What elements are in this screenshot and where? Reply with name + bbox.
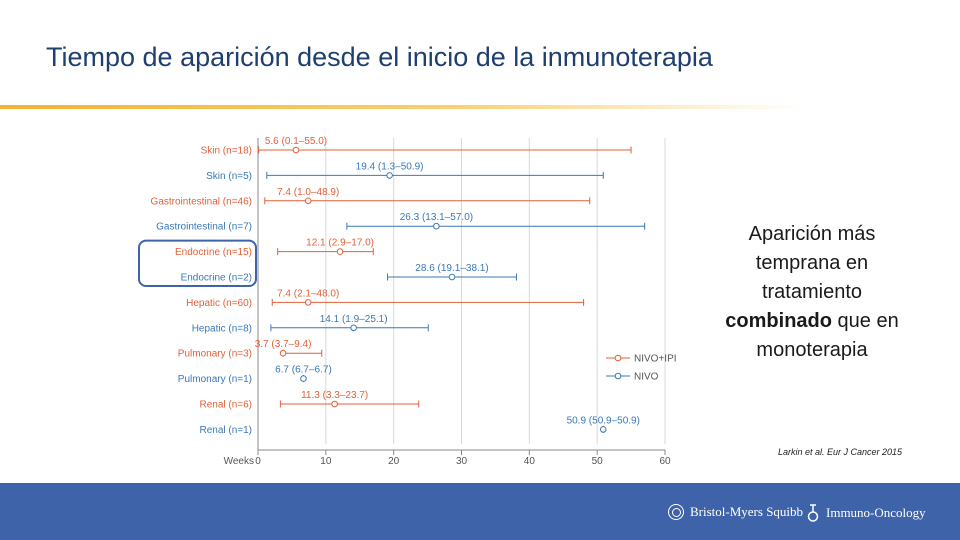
median-marker — [336, 248, 344, 255]
median-marker — [279, 349, 287, 357]
median-marker — [300, 375, 307, 382]
data-label: 50.9 (50.9–50.9) — [567, 415, 640, 426]
data-label: 12.1 (2.9–17.0) — [306, 238, 374, 249]
endocrine-highlight-box — [138, 239, 257, 288]
x-tick-label-40: 40 — [524, 456, 536, 467]
median-marker — [304, 197, 312, 205]
data-label: 11.3 (3.3–23.7) — [301, 390, 368, 401]
x-tick-label-60: 60 — [659, 456, 671, 467]
median-marker — [292, 146, 300, 154]
legend-label: NIVO+IPI — [634, 354, 677, 365]
row-label: Skin (n=5) — [206, 171, 252, 182]
data-label: 7.4 (2.1–48.0) — [277, 288, 339, 299]
data-label: 28.6 (19.1–38.1) — [415, 263, 488, 274]
data-label: 6.7 (6.7–6.7) — [275, 365, 332, 376]
x-axis-label: Weeks — [224, 456, 254, 467]
citation: Larkin et al. Eur J Cancer 2015 — [778, 447, 903, 457]
median-marker — [331, 400, 338, 408]
callout-text-start: Aparición más temprana en tratamiento — [748, 223, 876, 303]
x-tick-label-10: 10 — [320, 456, 332, 467]
title-underline — [0, 105, 805, 109]
row-label: Hepatic (n=60) — [186, 298, 252, 309]
legend-swatch-marker — [614, 372, 622, 380]
x-tick-label-20: 20 — [388, 456, 400, 467]
footer-bar — [0, 483, 960, 540]
data-label: 14.1 (1.9–25.1) — [320, 314, 388, 325]
callout-text: Aparición más temprana en tratamiento co… — [712, 220, 912, 365]
row-label: Renal (n=1) — [199, 425, 252, 436]
bms-logo-icon — [668, 504, 684, 520]
data-label: 7.4 (1.0–48.9) — [277, 187, 339, 198]
immuno-oncology-logo: Immuno-Oncology — [806, 504, 926, 522]
x-tick-label-0: 0 — [255, 456, 261, 467]
x-tick-label-50: 50 — [592, 456, 604, 467]
row-label: Pulmonary (n=3) — [178, 349, 252, 360]
legend-swatch-marker — [614, 354, 622, 362]
callout-bold-word: combinado — [725, 310, 832, 332]
median-marker — [350, 324, 357, 332]
row-label: Endocrine (n=2) — [181, 273, 252, 284]
median-marker — [448, 273, 456, 281]
slide-title: Tiempo de aparición desde el inicio de l… — [46, 42, 713, 72]
median-marker — [433, 222, 440, 230]
data-label: 26.3 (13.1–57.0) — [400, 212, 473, 223]
row-label: Endocrine (n=15) — [175, 247, 252, 258]
callout-text-end: que en monoterapia — [756, 310, 899, 361]
row-label: Gastrointestinal (n=7) — [156, 222, 252, 233]
row-label: Gastrointestinal (n=46) — [151, 196, 252, 207]
median-marker — [386, 172, 393, 179]
immuno-oncology-icon — [807, 504, 819, 522]
forest-plot: 0 10 20 30 40 50 60 Weeks Skin (n=18) 5.6 (0.1–55… — [138, 136, 677, 467]
row-label: Pulmonary (n=1) — [178, 374, 252, 385]
bms-logo-text: Bristol-Myers Squibb — [690, 504, 804, 519]
row-label: Skin (n=18) — [201, 146, 252, 157]
row-label: Hepatic (n=8) — [192, 323, 252, 334]
data-label: 5.6 (0.1–55.0) — [265, 136, 327, 147]
median-marker — [304, 299, 312, 306]
bms-logo: Bristol-Myers Squibb — [668, 504, 803, 520]
legend-label: NIVO — [634, 372, 659, 383]
median-marker — [599, 426, 607, 433]
x-tick-label-30: 30 — [456, 456, 468, 467]
row-label: Renal (n=6) — [199, 400, 252, 411]
immuno-oncology-text: Immuno-Oncology — [826, 505, 926, 520]
data-label: 19.4 (1.3–50.9) — [356, 161, 424, 172]
data-label: 3.7 (3.7–9.4) — [255, 339, 312, 350]
